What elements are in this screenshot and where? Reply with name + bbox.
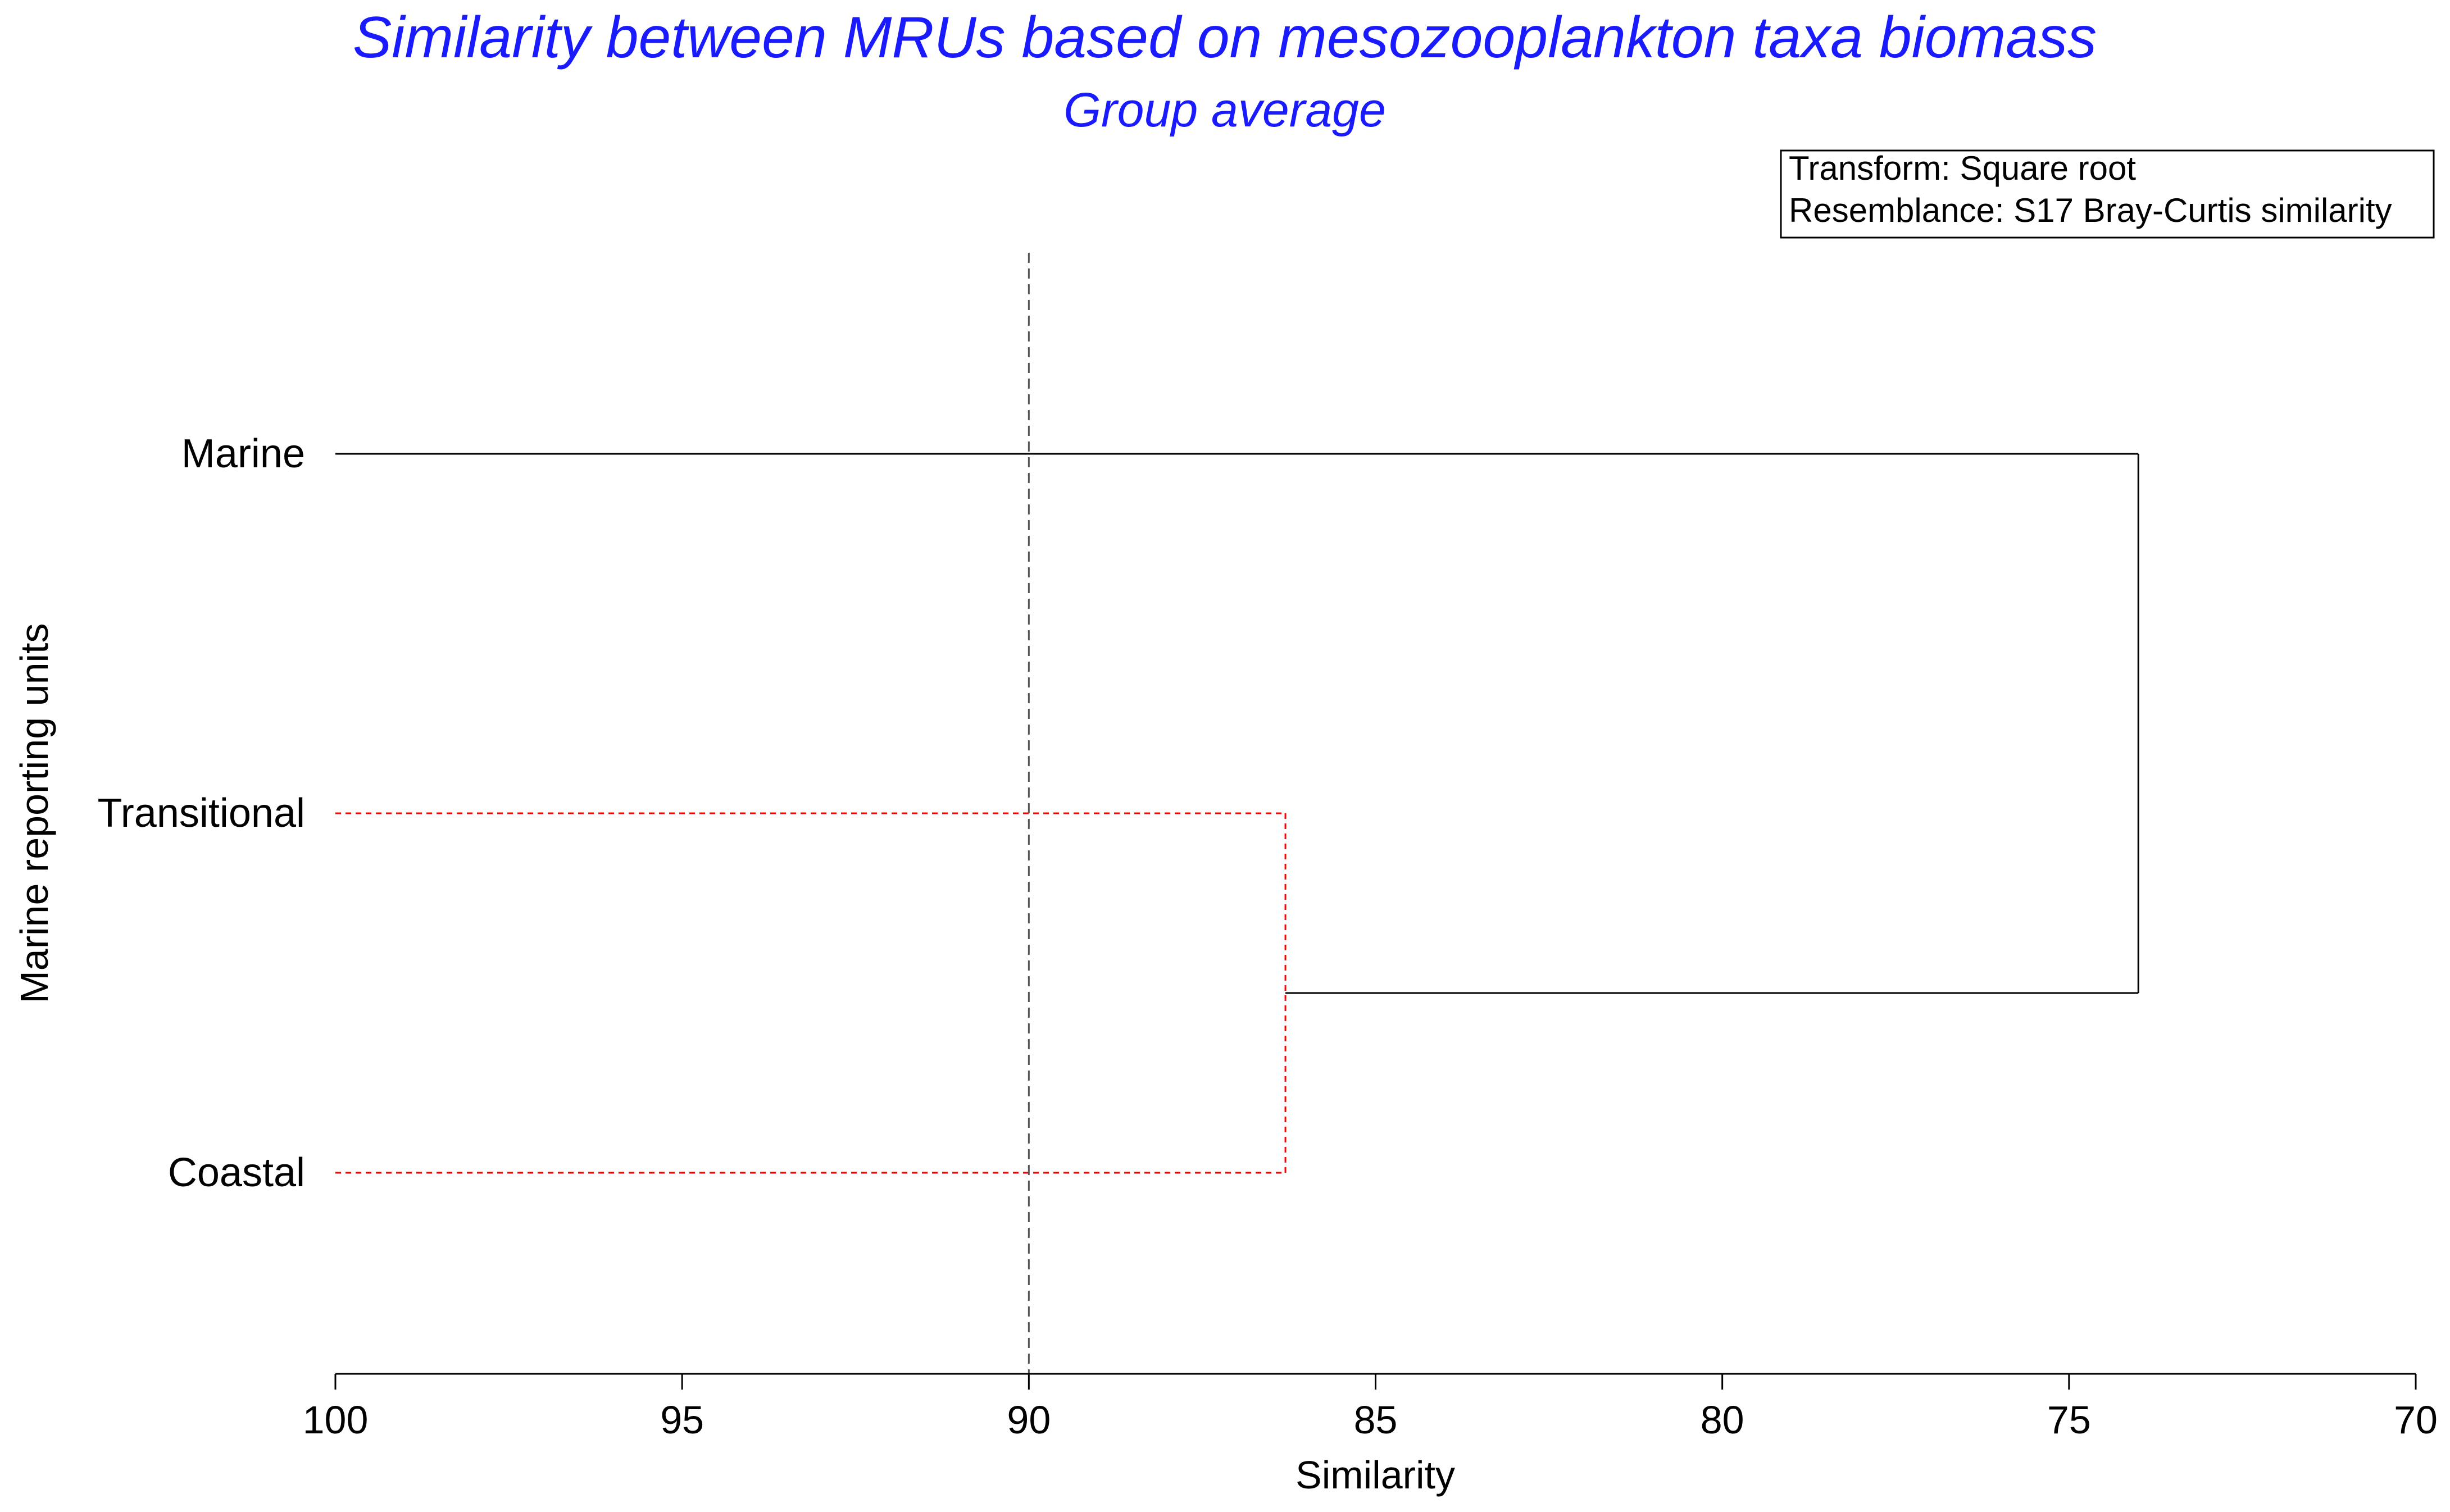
- y-axis-label: Marine reporting units: [12, 623, 56, 1004]
- dendrogram-branches: [335, 253, 2139, 1374]
- x-tick-label-75: 75: [2047, 1398, 2091, 1442]
- x-tick-label-80: 80: [1701, 1398, 1744, 1442]
- info-box: Transform: Square root Resemblance: S17 …: [1780, 149, 2435, 239]
- x-tick-label-100: 100: [303, 1398, 369, 1442]
- leaf-label-marine: Marine: [181, 431, 305, 476]
- info-box-transform: Transform: Square root: [1789, 149, 2136, 187]
- leaf-label-transitional: Transitional: [98, 791, 306, 836]
- chart-subtitle: Group average: [1063, 83, 1386, 137]
- info-box-frame: [1780, 149, 2435, 239]
- leaf-labels: Marine Transitional Coastal: [98, 431, 306, 1195]
- x-tick-label-90: 90: [1007, 1398, 1051, 1442]
- info-box-resemblance: Resemblance: S17 Bray-Curtis similarity: [1789, 192, 2392, 229]
- x-tick-label-70: 70: [2394, 1398, 2438, 1442]
- x-tick-label-85: 85: [1354, 1398, 1398, 1442]
- x-axis: 100 95 90 85 80 75 70: [303, 1373, 2438, 1442]
- leaf-label-coastal: Coastal: [168, 1150, 305, 1195]
- chart-title: Similarity between MRUs based on mesozoo…: [353, 5, 2097, 70]
- x-axis-label: Similarity: [1296, 1453, 1455, 1497]
- x-tick-label-95: 95: [660, 1398, 704, 1442]
